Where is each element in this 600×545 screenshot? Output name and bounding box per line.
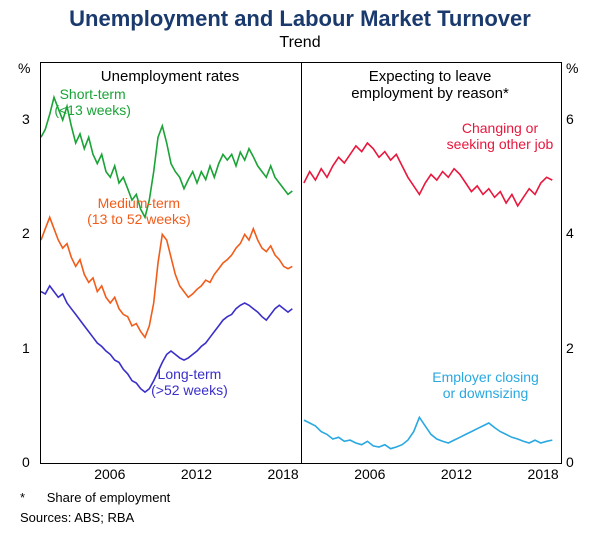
ytick-left-0: 0 [22, 454, 30, 470]
chart-title: Unemployment and Labour Market Turnover [0, 0, 600, 32]
ytick-right-4: 4 [566, 225, 574, 241]
right-panel-title: Expecting to leaveemployment by reason* [330, 68, 530, 102]
xtick-0-2006: 2006 [94, 466, 125, 482]
left-panel-title: Unemployment rates [85, 68, 255, 85]
footnote-star: * Share of employment [20, 490, 170, 505]
ytick-right-0: 0 [566, 454, 574, 470]
xtick-260-2012: 2012 [441, 466, 472, 482]
footnote-star-symbol: * [20, 490, 25, 505]
ytick-right-6: 6 [566, 111, 574, 127]
y-unit-right: % [566, 60, 578, 76]
series-employer_closing [304, 417, 552, 448]
label-employer_closing: Employer closingor downsizing [421, 369, 551, 401]
label-changing_job: Changing orseeking other job [435, 120, 565, 152]
xtick-260-2006: 2006 [354, 466, 385, 482]
label-medium_term: Medium-term(13 to 52 weeks) [74, 195, 204, 227]
ytick-left-2: 2 [22, 225, 30, 241]
ytick-left-1: 1 [22, 340, 30, 356]
ytick-right-2: 2 [566, 340, 574, 356]
xtick-0-2018: 2018 [268, 466, 299, 482]
y-unit-left: % [18, 60, 30, 76]
left-panel-svg [41, 63, 301, 463]
label-short_term: Short-term(<13 weeks) [28, 86, 158, 118]
chart-container: Unemployment and Labour Market Turnover … [0, 0, 600, 545]
sources-label: Sources: [20, 510, 71, 525]
footnote-sources: Sources: ABS; RBA [20, 510, 134, 525]
sources-text: ABS; RBA [74, 510, 134, 525]
footnote-note: Share of employment [47, 490, 171, 505]
xtick-0-2012: 2012 [181, 466, 212, 482]
chart-subtitle: Trend [0, 34, 600, 52]
label-long_term: Long-term(>52 weeks) [124, 366, 254, 398]
xtick-260-2018: 2018 [528, 466, 559, 482]
